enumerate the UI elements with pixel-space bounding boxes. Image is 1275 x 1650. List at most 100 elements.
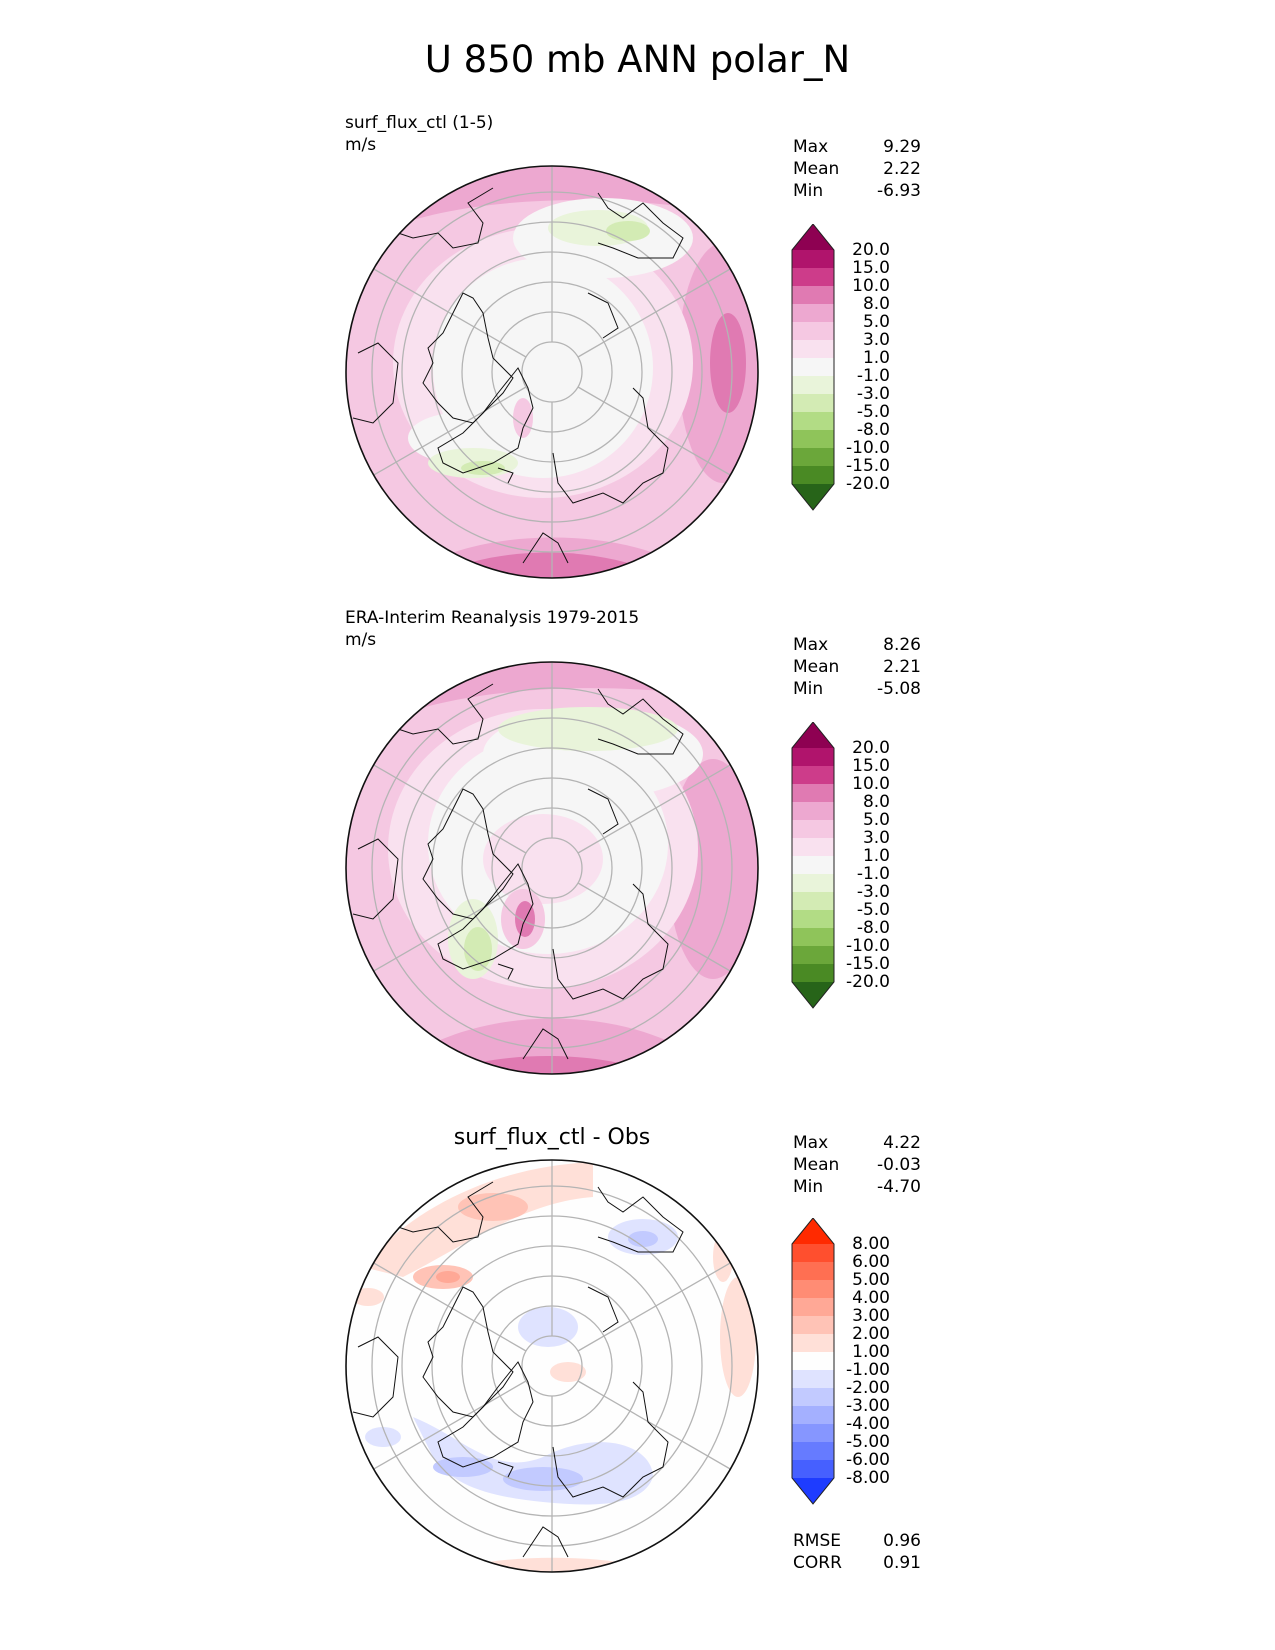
colorbar-swatch xyxy=(792,1352,834,1371)
colorbar-tick-label: -1.0 xyxy=(856,365,890,386)
colorbar-tick-label: 8.0 xyxy=(862,791,890,812)
colorbar-swatch xyxy=(792,928,834,947)
colorbar-swatch xyxy=(792,838,834,857)
colorbar-tick-label: 20.0 xyxy=(852,239,890,260)
colorbar-difference xyxy=(791,1218,835,1505)
colorbar-swatch xyxy=(792,1460,834,1479)
colorbar-swatch xyxy=(792,412,834,431)
figure-title: U 850 mb ANN polar_N xyxy=(424,38,851,81)
colorbar-tick-label: -5.0 xyxy=(856,401,890,422)
colorbar-tick-label: -4.00 xyxy=(846,1413,890,1434)
mean-value: 2.21 xyxy=(883,657,921,677)
panel-reference-units: m/s xyxy=(345,630,377,650)
colorbar-swatch xyxy=(792,910,834,929)
colorbar-swatch xyxy=(792,1280,834,1299)
colorbar-tick-label: 5.00 xyxy=(852,1269,890,1290)
colorbar-outline xyxy=(791,1218,835,1505)
colorbar-tick-label: 15.0 xyxy=(852,257,890,278)
corr-value: 0.91 xyxy=(883,1553,921,1573)
colorbar-tick-label: -1.00 xyxy=(846,1359,890,1380)
colorbar-tick-label: 6.00 xyxy=(852,1251,890,1272)
max-label: Max xyxy=(793,635,829,655)
colorbar-tick-label: -10.0 xyxy=(846,437,890,458)
min-label: Min xyxy=(793,181,824,201)
map-boundary xyxy=(345,165,759,579)
error-metrics: RMSE 0.96 CORR 0.91 xyxy=(793,1530,921,1574)
colorbar-swatch xyxy=(792,1244,834,1263)
colorbar-tick-label: 5.0 xyxy=(862,311,890,332)
max-label: Max xyxy=(793,137,829,157)
colorbar-extend-min xyxy=(792,982,834,1008)
colorbar-tick-label: -5.00 xyxy=(846,1431,890,1452)
colorbar-extend-min xyxy=(792,1478,834,1504)
coastlines-difference xyxy=(352,1181,684,1558)
colorbar-tick-label: -10.0 xyxy=(846,935,890,956)
panel-test-label: surf_flux_ctl (1-5) m/s xyxy=(345,112,493,156)
colorbar-outline xyxy=(791,224,835,511)
colorbar-swatch xyxy=(792,304,834,323)
colorbar-swatch xyxy=(792,1298,834,1317)
colorbar-swatch xyxy=(792,1424,834,1443)
colorbar-tick-label: 3.00 xyxy=(852,1305,890,1326)
panel-reference-label: ERA-Interim Reanalysis 1979-2015 m/s xyxy=(345,607,639,651)
colorbar-swatch xyxy=(792,802,834,821)
colorbar-tick-label: -1.0 xyxy=(856,863,890,884)
colorbar-swatch xyxy=(792,466,834,485)
colorbar-tick-label: -3.00 xyxy=(846,1395,890,1416)
colorbar-swatch xyxy=(792,286,834,305)
mean-label: Mean xyxy=(793,159,840,179)
colorbar-extend-max xyxy=(792,722,834,748)
colorbar-extend-max xyxy=(792,224,834,250)
graticule-test xyxy=(352,166,752,578)
colorbar-swatch xyxy=(792,430,834,449)
colorbar-swatch xyxy=(792,1316,834,1335)
colorbar-tick-label: -2.00 xyxy=(846,1377,890,1398)
colorbar-tick-label: -8.0 xyxy=(856,917,890,938)
min-value: -6.93 xyxy=(877,181,921,201)
colorbar-tick-label: 3.0 xyxy=(862,827,890,848)
graticule-reference xyxy=(352,662,752,1074)
colorbar-swatch xyxy=(792,358,834,377)
colorbar-tick-label: -5.0 xyxy=(856,899,890,920)
colorbar-swatch xyxy=(792,748,834,767)
colorbar-swatch xyxy=(792,394,834,413)
mean-label: Mean xyxy=(793,1155,840,1175)
mean-value: 2.22 xyxy=(883,159,921,179)
panel-reference-name: ERA-Interim Reanalysis 1979-2015 xyxy=(345,608,640,628)
colorbar-tick-label: 10.0 xyxy=(852,275,890,296)
colorbar-tick-label: 15.0 xyxy=(852,755,890,776)
colorbar-swatch xyxy=(792,376,834,395)
colorbar-tick-label: -20.0 xyxy=(846,473,890,494)
colorbar-tick-label: 8.00 xyxy=(852,1233,890,1254)
panel-difference-title: surf_flux_ctl - Obs xyxy=(453,1125,651,1150)
colorbar-tick-label: 20.0 xyxy=(852,737,890,758)
corr-label: CORR xyxy=(793,1553,842,1573)
colorbar-swatch xyxy=(792,1406,834,1425)
colorbar-tick-label: 4.00 xyxy=(852,1287,890,1308)
colorbar-swatch xyxy=(792,268,834,287)
panel-test-name: surf_flux_ctl (1-5) xyxy=(345,113,494,133)
max-value: 9.29 xyxy=(883,137,921,157)
colorbar-tick-label: 5.0 xyxy=(862,809,890,830)
colorbar-tick-label: 1.0 xyxy=(862,845,890,866)
colorbar-tick-label: -3.0 xyxy=(856,383,890,404)
colorbar-tick-label: 8.0 xyxy=(862,293,890,314)
min-label: Min xyxy=(793,679,824,699)
colorbar-tick-label: -6.00 xyxy=(846,1449,890,1470)
colorbar-tick-label: 2.00 xyxy=(852,1323,890,1344)
colorbar-swatch xyxy=(792,322,834,341)
graticule-difference xyxy=(352,1160,752,1572)
colorbar-tick-label: -8.0 xyxy=(856,419,890,440)
rmse-label: RMSE xyxy=(793,1531,842,1551)
colorbar-swatch xyxy=(792,1442,834,1461)
colorbar-swatch xyxy=(792,250,834,269)
colorbar-swatch xyxy=(792,964,834,983)
colorbar-swatch xyxy=(792,1388,834,1407)
colorbar-reference xyxy=(791,722,835,1009)
map-boundary xyxy=(345,661,759,1075)
polar-map-reference xyxy=(345,661,759,1075)
stats-difference: Max 4.22 Mean -0.03 Min -4.70 xyxy=(793,1132,921,1198)
colorbar-swatch xyxy=(792,448,834,467)
colorbar-swatch xyxy=(792,946,834,965)
colorbar-swatch xyxy=(792,820,834,839)
